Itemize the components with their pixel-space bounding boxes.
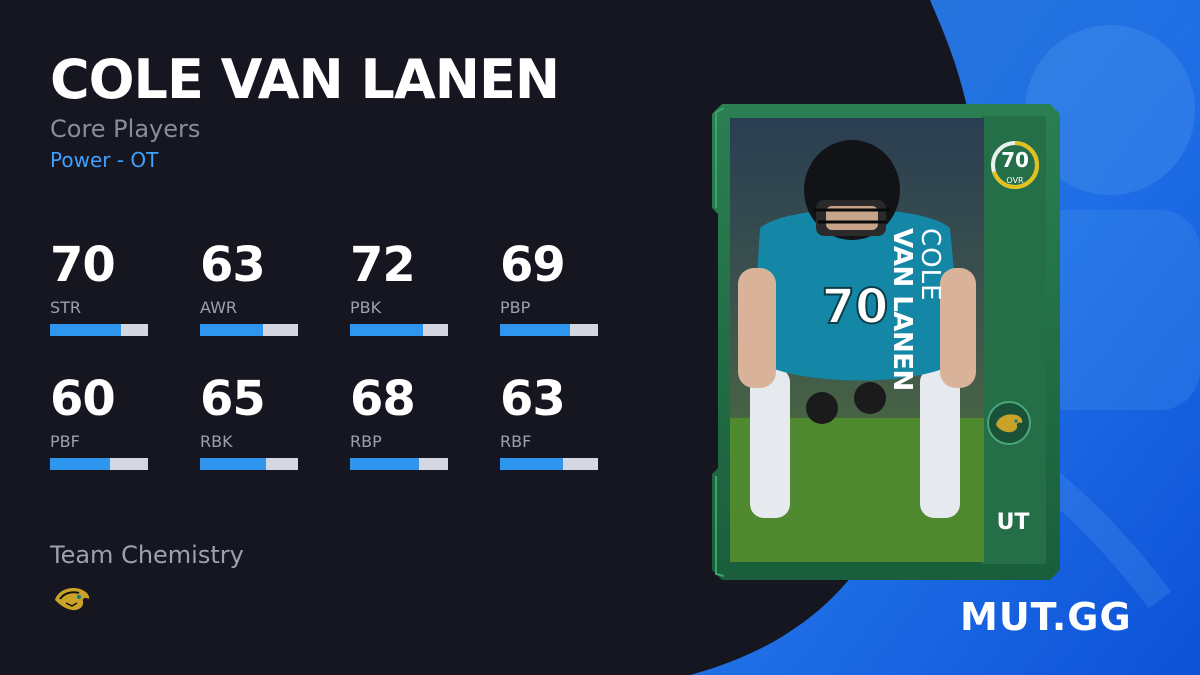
- stat-bar-fill: [350, 324, 423, 336]
- stat-bar-fill: [50, 458, 110, 470]
- mutgg-logo[interactable]: MUT.GG: [960, 595, 1132, 639]
- stat-awr: 63 AWR: [200, 238, 300, 336]
- stat-bar: [200, 324, 298, 336]
- card-first-name: COLE: [915, 228, 945, 302]
- program-name: Core Players: [50, 115, 201, 143]
- stat-bar-fill: [200, 458, 266, 470]
- stat-bar: [350, 458, 448, 470]
- stat-pbp: 69 PBP: [500, 238, 600, 336]
- stat-bar: [500, 324, 598, 336]
- card-player-name: COLE VAN LANEN: [886, 228, 945, 418]
- stat-bar-fill: [350, 458, 419, 470]
- archetype-label: Power - OT: [50, 148, 159, 172]
- stat-label: STR: [50, 298, 82, 317]
- stat-bar-fill: [500, 458, 563, 470]
- team-chemistry-title: Team Chemistry: [50, 541, 244, 569]
- stat-label: RBK: [200, 432, 233, 451]
- stat-pbf: 60 PBF: [50, 372, 150, 470]
- stat-label: RBF: [500, 432, 532, 451]
- stat-value: 60: [50, 371, 116, 427]
- ovr-label: OVR: [1006, 176, 1024, 185]
- stat-bar: [200, 458, 298, 470]
- stat-str: 70 STR: [50, 238, 150, 336]
- stat-value: 63: [500, 371, 566, 427]
- stat-value: 68: [350, 371, 416, 427]
- ovr-ring: [991, 141, 1039, 189]
- stat-bar: [50, 458, 148, 470]
- jersey-number: 70: [822, 279, 889, 335]
- stat-value: 65: [200, 371, 266, 427]
- stat-value: 63: [200, 237, 266, 293]
- stat-label: AWR: [200, 298, 238, 317]
- stat-rbk: 65 RBK: [200, 372, 300, 470]
- stat-bar: [50, 324, 148, 336]
- card-tag: UT: [996, 510, 1030, 535]
- stat-label: PBP: [500, 298, 531, 317]
- stat-bar: [350, 324, 448, 336]
- stat-value: 70: [50, 237, 116, 293]
- jaguars-badge-icon: [987, 401, 1031, 445]
- card-last-name: VAN LANEN: [887, 228, 917, 391]
- stat-pbk: 72 PBK: [350, 238, 450, 336]
- stat-rbp: 68 RBP: [350, 372, 450, 470]
- ovr-value: 70: [1001, 148, 1029, 172]
- stat-bar: [500, 458, 598, 470]
- stat-bar-fill: [50, 324, 121, 336]
- stat-label: PBK: [350, 298, 382, 317]
- stat-value: 72: [350, 237, 416, 293]
- stat-rbf: 63 RBF: [500, 372, 600, 470]
- stat-label: RBP: [350, 432, 382, 451]
- stat-bar-fill: [500, 324, 570, 336]
- player-photo: 70: [730, 118, 984, 562]
- player-card[interactable]: 70 70 OVR COLE VAN LANEN: [712, 104, 1060, 580]
- jaguars-logo-icon[interactable]: [52, 584, 92, 614]
- stat-label: PBF: [50, 432, 80, 451]
- stat-bar-fill: [200, 324, 263, 336]
- stat-value: 69: [500, 237, 566, 293]
- player-name: COLE VAN LANEN: [50, 48, 560, 111]
